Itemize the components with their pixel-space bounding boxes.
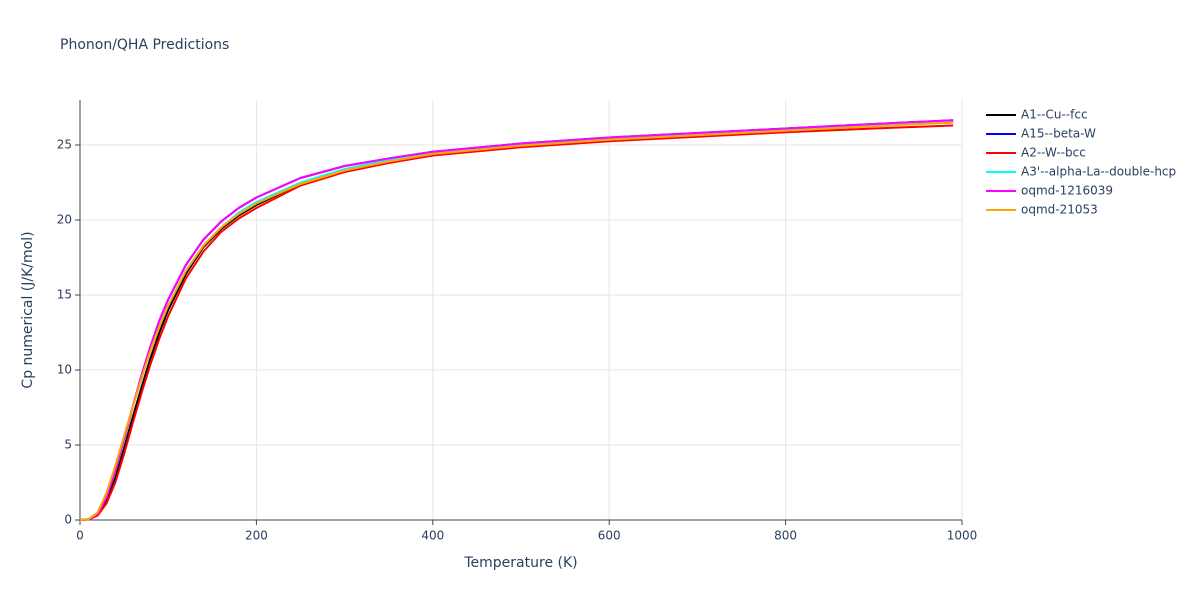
y-axis-label: Cp numerical (J/K/mol) xyxy=(20,231,36,388)
y-tick-label: 5 xyxy=(64,438,72,452)
series-line xyxy=(79,119,954,521)
y-tick-label: 10 xyxy=(57,363,72,377)
x-tick-label: 1000 xyxy=(947,529,978,543)
series-line xyxy=(79,119,954,521)
legend-label: A15--beta-W xyxy=(1021,127,1096,141)
x-tick-label: 800 xyxy=(774,529,797,543)
legend-label: A1--Cu--fcc xyxy=(1021,108,1088,122)
legend-label: oqmd-21053 xyxy=(1021,203,1098,217)
x-tick-label: 0 xyxy=(76,529,84,543)
y-tick-label: 25 xyxy=(57,138,72,152)
x-axis-label: Temperature (K) xyxy=(463,555,577,571)
series-line xyxy=(79,121,954,521)
x-tick-label: 200 xyxy=(245,529,268,543)
y-tick-label: 0 xyxy=(64,513,72,527)
legend-label: oqmd-1216039 xyxy=(1021,184,1113,198)
x-tick-label: 600 xyxy=(598,529,621,543)
chart-title: Phonon/QHA Predictions xyxy=(60,37,229,53)
series-line xyxy=(79,121,954,521)
series-line xyxy=(79,124,954,521)
legend-label: A2--W--bcc xyxy=(1021,146,1086,160)
y-tick-label: 15 xyxy=(57,288,72,302)
series-line xyxy=(79,120,954,521)
y-tick-label: 20 xyxy=(57,213,72,227)
x-tick-label: 400 xyxy=(421,529,444,543)
legend-label: A3'--alpha-La--double-hcp xyxy=(1021,165,1176,179)
